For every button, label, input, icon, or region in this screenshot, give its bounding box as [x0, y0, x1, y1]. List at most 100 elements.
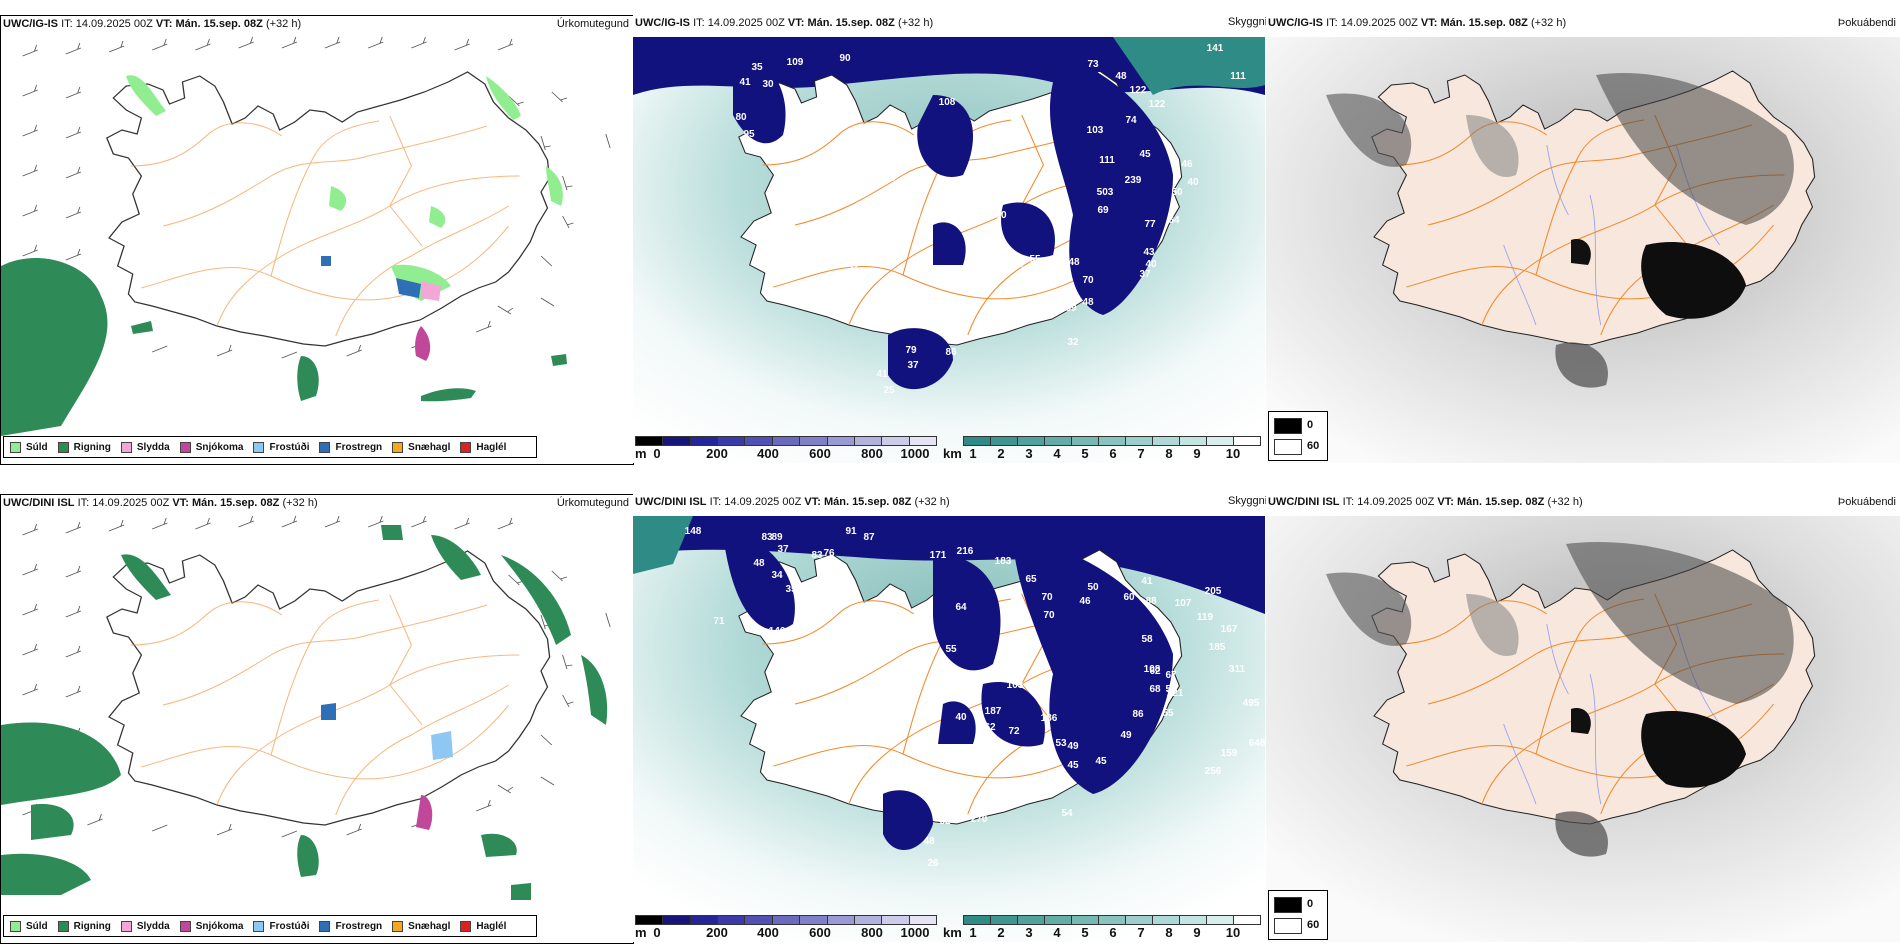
visibility-value-label: 72 — [1008, 726, 1020, 737]
visibility-value-label: 122 — [1149, 99, 1166, 110]
visibility-value-label: 111 — [1230, 71, 1246, 82]
visibility-value-label: 52 — [847, 262, 859, 273]
visibility-value-label: 59 — [1065, 303, 1077, 314]
legend-swatch — [253, 441, 265, 453]
legend-swatch — [319, 920, 331, 932]
visibility-value-label: 77 — [1144, 219, 1156, 230]
visibility-value-label: 648 — [1249, 738, 1265, 749]
visibility-value-label: 86 — [1132, 709, 1144, 720]
legend-swatch — [120, 441, 132, 453]
visibility-value-label: 58 — [1141, 634, 1153, 645]
visibility-value-label: 59 — [1165, 684, 1177, 695]
visibility-value-label: 60 — [884, 173, 896, 184]
low-visibility-areas-ig — [733, 55, 1173, 390]
visibility-value-label: 46 — [1079, 596, 1091, 607]
visibility-value-label: 311 — [1229, 664, 1246, 675]
visibility-value-label: 55 — [1029, 254, 1041, 265]
visibility-value-label: 109 — [787, 57, 804, 68]
visibility-value-label: 71 — [713, 616, 725, 627]
precip-legend-ig: Súld Rigning Slydda Snjókoma Frostúði Fr… — [3, 436, 537, 458]
visibility-value-label: 41 — [739, 77, 751, 88]
precip-title-dini: Úrkomutegund — [556, 497, 629, 509]
cloud-header-dini: UWC/DINI ISL IT: 14.09.2025 00Z VT: Mán.… — [1268, 496, 1583, 508]
legend-item: Slydda — [120, 441, 170, 453]
visibility-value-label: 80 — [735, 112, 747, 123]
gray-legend-ig: 0 60 — [1268, 411, 1328, 461]
visibility-value-label: 53 — [1055, 738, 1067, 749]
visibility-value-label: 13 — [827, 694, 839, 705]
precip-areas-dini — [1, 525, 608, 900]
legend-item: Snæhagl — [392, 920, 450, 932]
cloud-title-dini: Þokuábendi — [1837, 496, 1896, 508]
visibility-value-label: 41 — [876, 369, 888, 380]
legend-swatch — [10, 920, 21, 932]
legend-item: Haglél — [460, 920, 506, 932]
precip-legend-dini: Súld Rigning Slydda Snjókoma Frostúði Fr… — [3, 915, 537, 937]
visibility-value-label: 171 — [930, 550, 947, 561]
visibility-value-label: 64 — [1168, 215, 1180, 226]
visibility-value-label: 45 — [1139, 149, 1151, 160]
visibility-value-label: 96 — [794, 628, 806, 639]
visibility-value-label: 60 — [1047, 207, 1059, 218]
visibility-value-label: 155 — [1006, 659, 1023, 670]
gray-swatch-light — [1274, 918, 1302, 934]
legend-item: Snæhagl — [392, 441, 450, 453]
visibility-value-label: 39 — [1045, 256, 1057, 267]
visibility-value-label: 86 — [945, 347, 957, 358]
legend-swatch — [253, 920, 265, 932]
visibility-value-label: 55 — [945, 644, 957, 655]
visibility-value-label: 256 — [1205, 766, 1222, 777]
visibility-value-label: 185 — [1209, 642, 1226, 653]
fog-areas-dini — [1326, 542, 1794, 857]
visibility-value-label: 187 — [985, 706, 1002, 717]
visibility-value-label: 74 — [1007, 644, 1019, 655]
visibility-value-label: 32 — [1067, 337, 1079, 348]
vis-header-ig: UWC/IG-IS IT: 14.09.2025 00Z VT: Mán. 15… — [635, 17, 934, 29]
precip-type-panel-ig: UWC/IG-IS IT: 14.09.2025 00Z VT: Mán. 15… — [0, 15, 634, 465]
visibility-value-label: 62 — [939, 816, 951, 827]
visibility-value-label: 70 — [1082, 275, 1094, 286]
precip-map-dini — [1, 515, 611, 900]
visibility-value-label: 270 — [971, 814, 988, 825]
visibility-value-label: 65 — [1025, 574, 1037, 585]
visibility-value-label: 35 — [785, 584, 797, 595]
visibility-value-label: 70 — [889, 187, 901, 198]
legend-item: Frostúði — [253, 441, 309, 453]
visibility-panel-dini: 148 89 91 87 83 83 76 37 48 34 35 71 146 96 136 92 13 171… — [633, 494, 1265, 942]
gray-swatch-dark — [1274, 897, 1302, 913]
visibility-value-label: 70 — [1043, 610, 1055, 621]
visibility-value-label: 121 — [1167, 688, 1184, 699]
visibility-value-label: 48 — [865, 235, 877, 246]
visibility-value-label: 48 — [1068, 257, 1080, 268]
visibility-value-label: 50 — [1087, 582, 1099, 593]
visibility-value-label: 167 — [1221, 624, 1238, 635]
visibility-value-label: 89 — [771, 532, 783, 543]
visibility-value-label: 50 — [1171, 187, 1183, 198]
visibility-value-label: 122 — [1130, 85, 1147, 96]
legend-item: Rigning — [57, 920, 111, 932]
visibility-value-label: 37 — [1139, 269, 1151, 280]
visibility-value-label: 37 — [777, 544, 789, 555]
legend-swatch — [179, 920, 191, 932]
visibility-value-label: 62 — [1149, 666, 1161, 677]
cloud-header-ig: UWC/IG-IS IT: 14.09.2025 00Z VT: Mán. 15… — [1268, 17, 1567, 29]
legend-swatch — [319, 441, 331, 453]
visibility-value-label: 83 — [811, 550, 823, 561]
legend-swatch — [392, 441, 404, 453]
visibility-value-label: 48 — [923, 836, 935, 847]
legend-item: Rigning — [57, 441, 111, 453]
precip-header-dini: UWC/DINI ISL IT: 14.09.2025 00Z VT: Mán.… — [3, 497, 318, 509]
legend-swatch — [392, 920, 404, 932]
visibility-value-label: 148 — [685, 526, 702, 537]
cloud-panel-dini: UWC/DINI ISL IT: 14.09.2025 00Z VT: Mán.… — [1266, 494, 1900, 942]
legend-swatch — [460, 920, 472, 932]
visibility-value-label: 30 — [762, 79, 774, 90]
visibility-value-label: 119 — [1197, 612, 1214, 623]
precip-map-ig — [1, 36, 611, 436]
legend-swatch — [179, 441, 191, 453]
visibility-value-label: 55 — [876, 153, 888, 164]
visibility-value-label: 55 — [1162, 708, 1174, 719]
visibility-value-label: 92 — [807, 664, 819, 675]
legend-item: Frostregn — [319, 441, 382, 453]
